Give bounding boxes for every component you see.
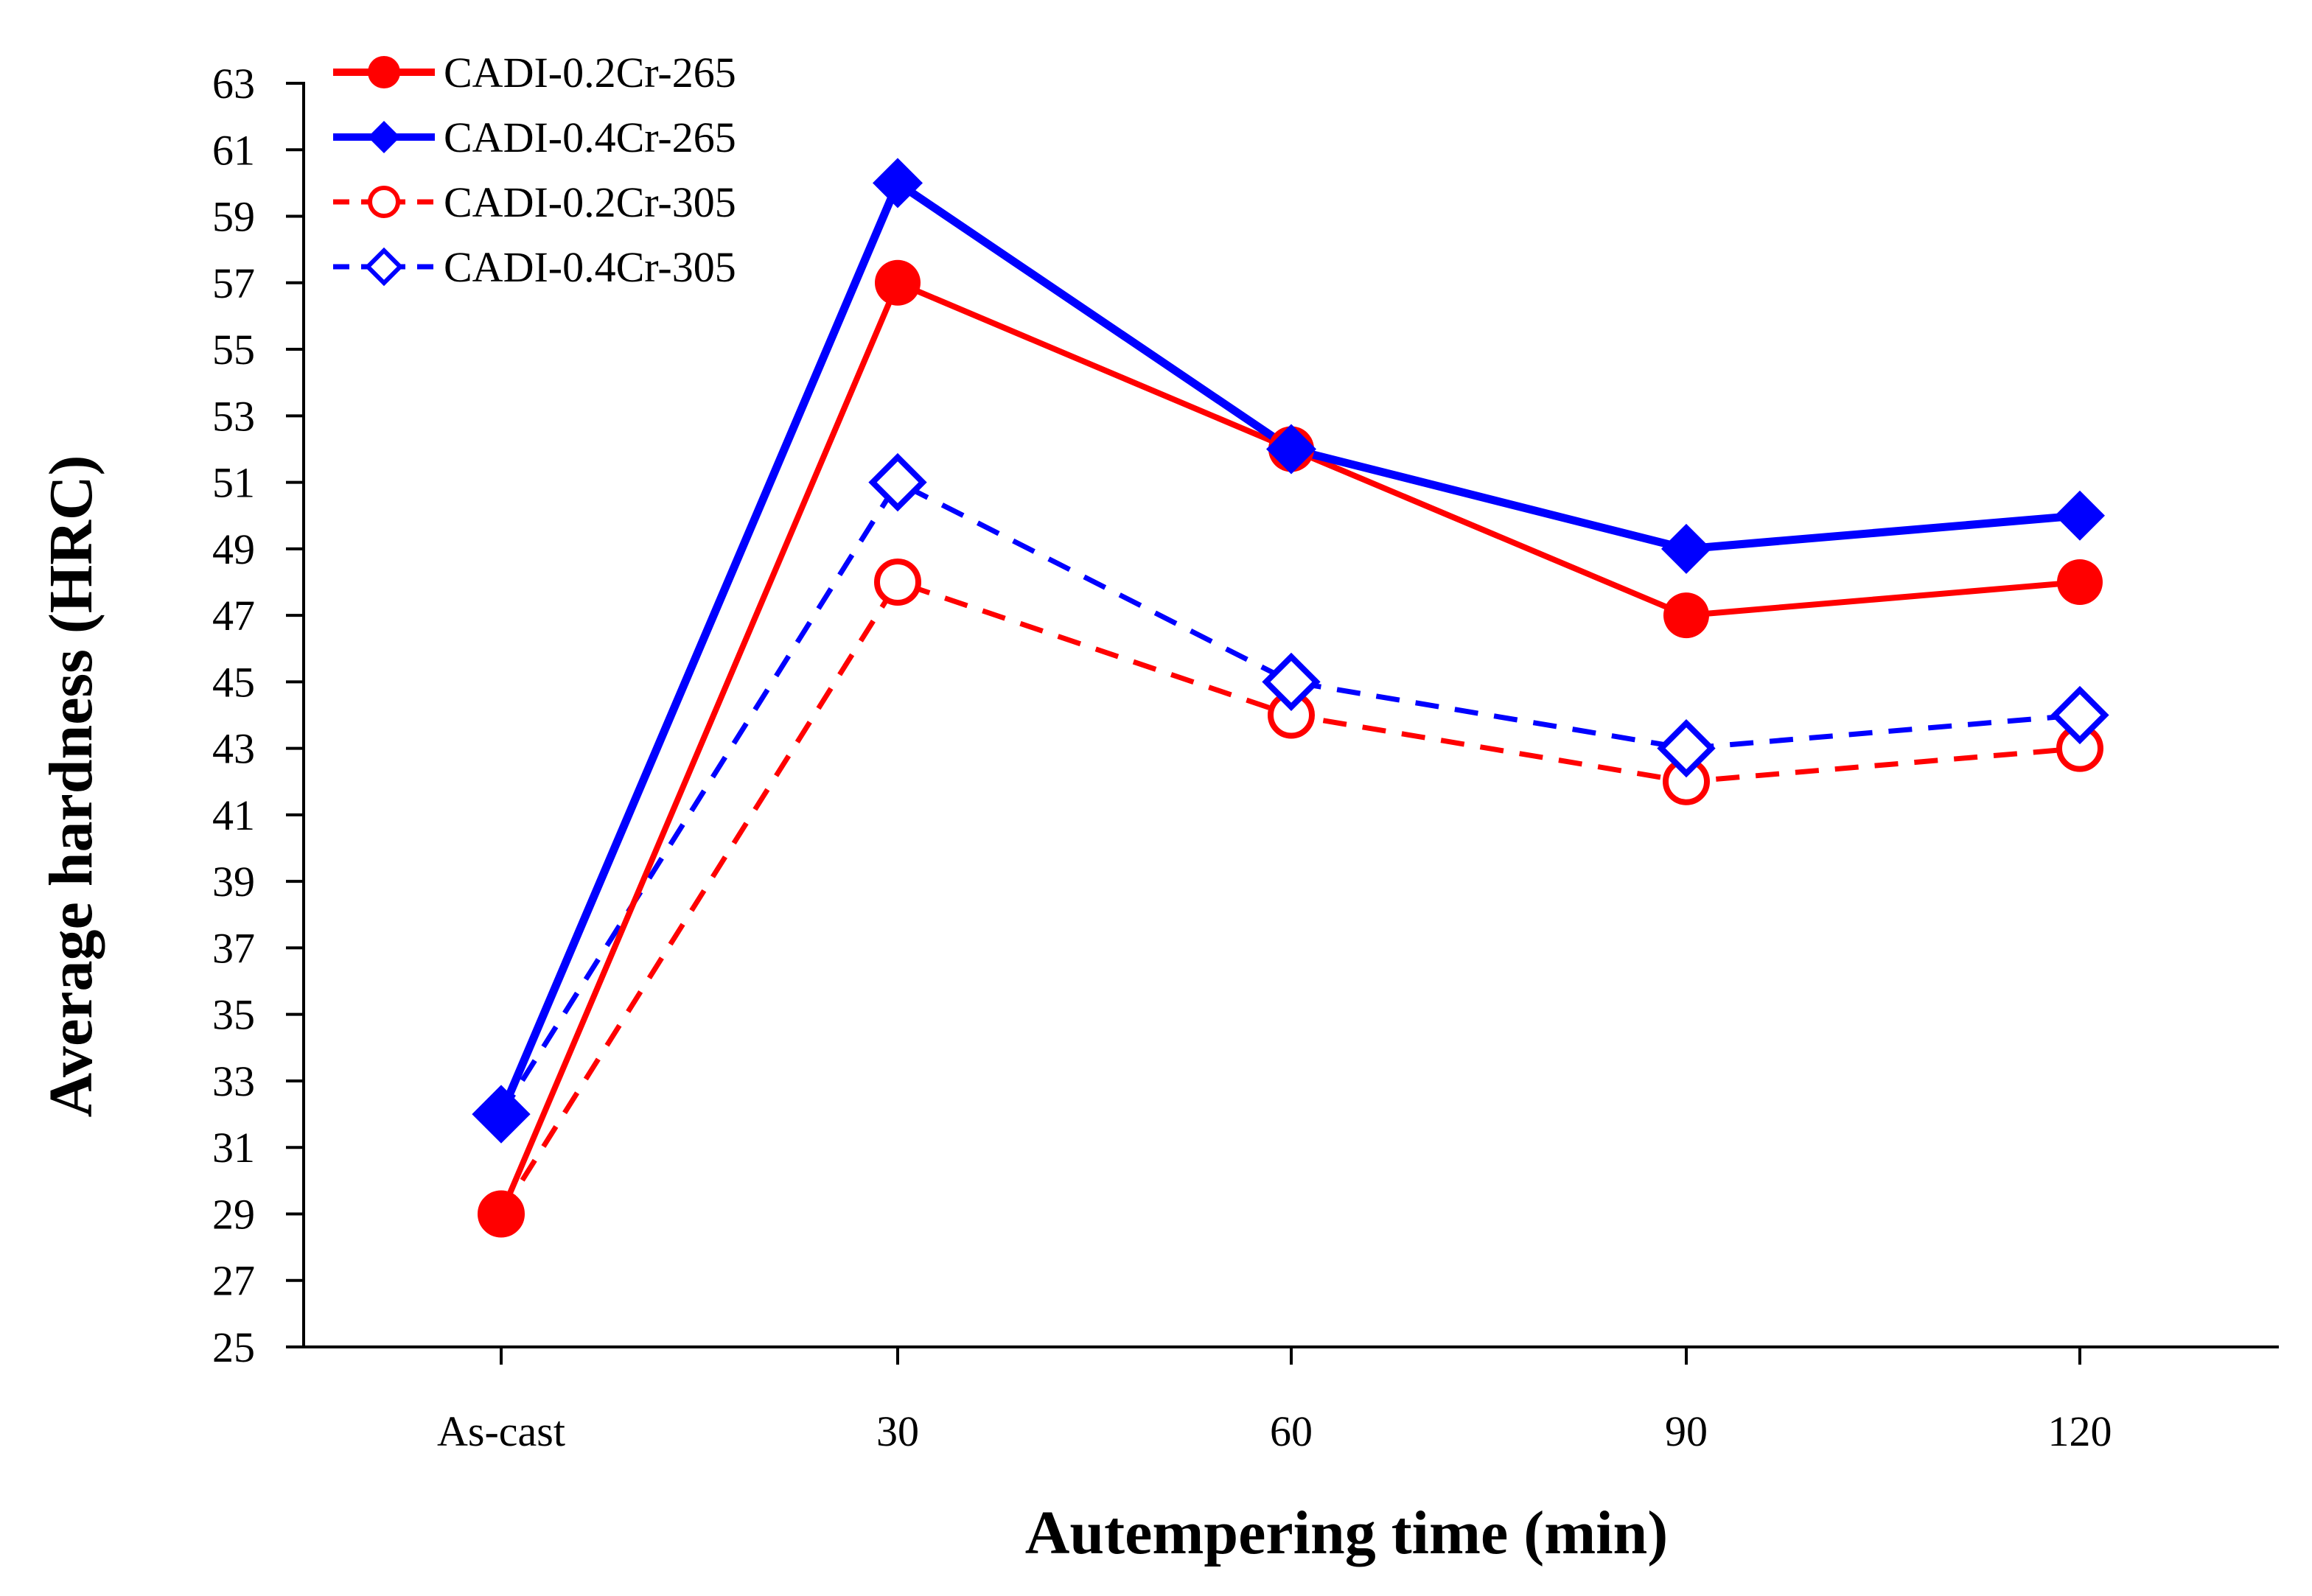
series-line-cadi-0-4cr-265	[497, 178, 2081, 1116]
y-tick-label-51: 51	[212, 459, 255, 507]
y-tick-label-35: 35	[212, 991, 255, 1039]
y-tick-label-43: 43	[212, 725, 255, 773]
y-tick-label-31: 31	[212, 1124, 255, 1172]
y-tick-label-57: 57	[212, 259, 255, 307]
y-tick-label-37: 37	[212, 924, 255, 972]
y-tick-label-55: 55	[212, 326, 255, 374]
y-tick-label-45: 45	[212, 658, 255, 706]
legend-label-cadi-0-4cr-265: CADI-0.4Cr-265	[444, 113, 736, 161]
x-tick-label-as-cast: As-cast	[437, 1407, 565, 1455]
series-line-cadi-0-4cr-305	[499, 480, 2081, 1116]
point-cadi-0-2cr-265-as-cast	[478, 1191, 524, 1237]
y-tick-label-39: 39	[212, 858, 255, 906]
y-ticks: 25 27 29 31 33 35 37 39 41 43 45 47 49 51 53 55 57 59 61 63	[212, 60, 304, 1371]
point-cadi-0-4cr-305-120	[2050, 685, 2109, 745]
series-line-cadi-0-2cr-265	[498, 279, 2081, 1216]
legend-marker-cadi-0-2cr-265	[368, 56, 400, 88]
point-cadi-0-2cr-305-30	[874, 558, 921, 606]
y-tick-label-41: 41	[212, 791, 255, 839]
y-axis-title: Average hardness (HRC)	[37, 455, 105, 1118]
y-tick-label-27: 27	[212, 1257, 255, 1305]
x-tick-label-120: 120	[2048, 1407, 2112, 1455]
x-axis-title: Autempering time (min)	[1025, 1499, 1668, 1567]
y-tick-label-49: 49	[212, 525, 255, 573]
x-tick-label-30: 30	[876, 1407, 919, 1455]
point-cadi-0-4cr-265-30	[873, 158, 923, 209]
y-tick-label-63: 63	[212, 60, 255, 108]
y-tick-label-33: 33	[212, 1057, 255, 1105]
point-cadi-0-4cr-265-60	[1266, 424, 1316, 475]
y-tick-label-59: 59	[212, 193, 255, 241]
y-tick-label-61: 61	[212, 126, 255, 174]
point-cadi-0-2cr-265-90	[1663, 592, 1709, 639]
y-tick-label-53: 53	[212, 392, 255, 440]
x-tick-label-90: 90	[1665, 1407, 1708, 1455]
legend-label-cadi-0-2cr-305: CADI-0.2Cr-305	[444, 178, 736, 226]
point-cadi-0-4cr-265-90	[1661, 523, 1711, 574]
plot-markers	[472, 158, 2109, 1238]
point-cadi-0-2cr-265-120	[2057, 559, 2103, 605]
legend-marker-cadi-0-4cr-305	[364, 247, 404, 287]
point-cadi-0-4cr-305-90	[1657, 718, 1716, 778]
x-tick-label-60: 60	[1270, 1407, 1313, 1455]
y-tick-label-29: 29	[212, 1190, 255, 1238]
point-cadi-0-2cr-265-30	[875, 259, 921, 306]
legend-label-cadi-0-2cr-265: CADI-0.2Cr-265	[444, 49, 736, 97]
legend-marker-cadi-0-4cr-265	[368, 121, 400, 153]
y-tick-label-47: 47	[212, 592, 255, 640]
point-cadi-0-4cr-265-as-cast	[476, 1089, 526, 1140]
legend-marker-cadi-0-2cr-305	[368, 186, 400, 218]
point-cadi-0-4cr-265-120	[2055, 490, 2105, 541]
legend: CADI-0.2Cr-265 CADI-0.4Cr-265 CADI-0.2Cr-3…	[333, 49, 736, 291]
x-ticks: As-cast 30 60 90 120	[437, 1347, 2112, 1455]
point-cadi-0-4cr-305-30	[868, 452, 927, 512]
point-cadi-0-4cr-305-60	[1262, 652, 1321, 712]
y-tick-label-25: 25	[212, 1323, 255, 1371]
legend-label-cadi-0-4cr-305: CADI-0.4Cr-305	[444, 243, 736, 291]
